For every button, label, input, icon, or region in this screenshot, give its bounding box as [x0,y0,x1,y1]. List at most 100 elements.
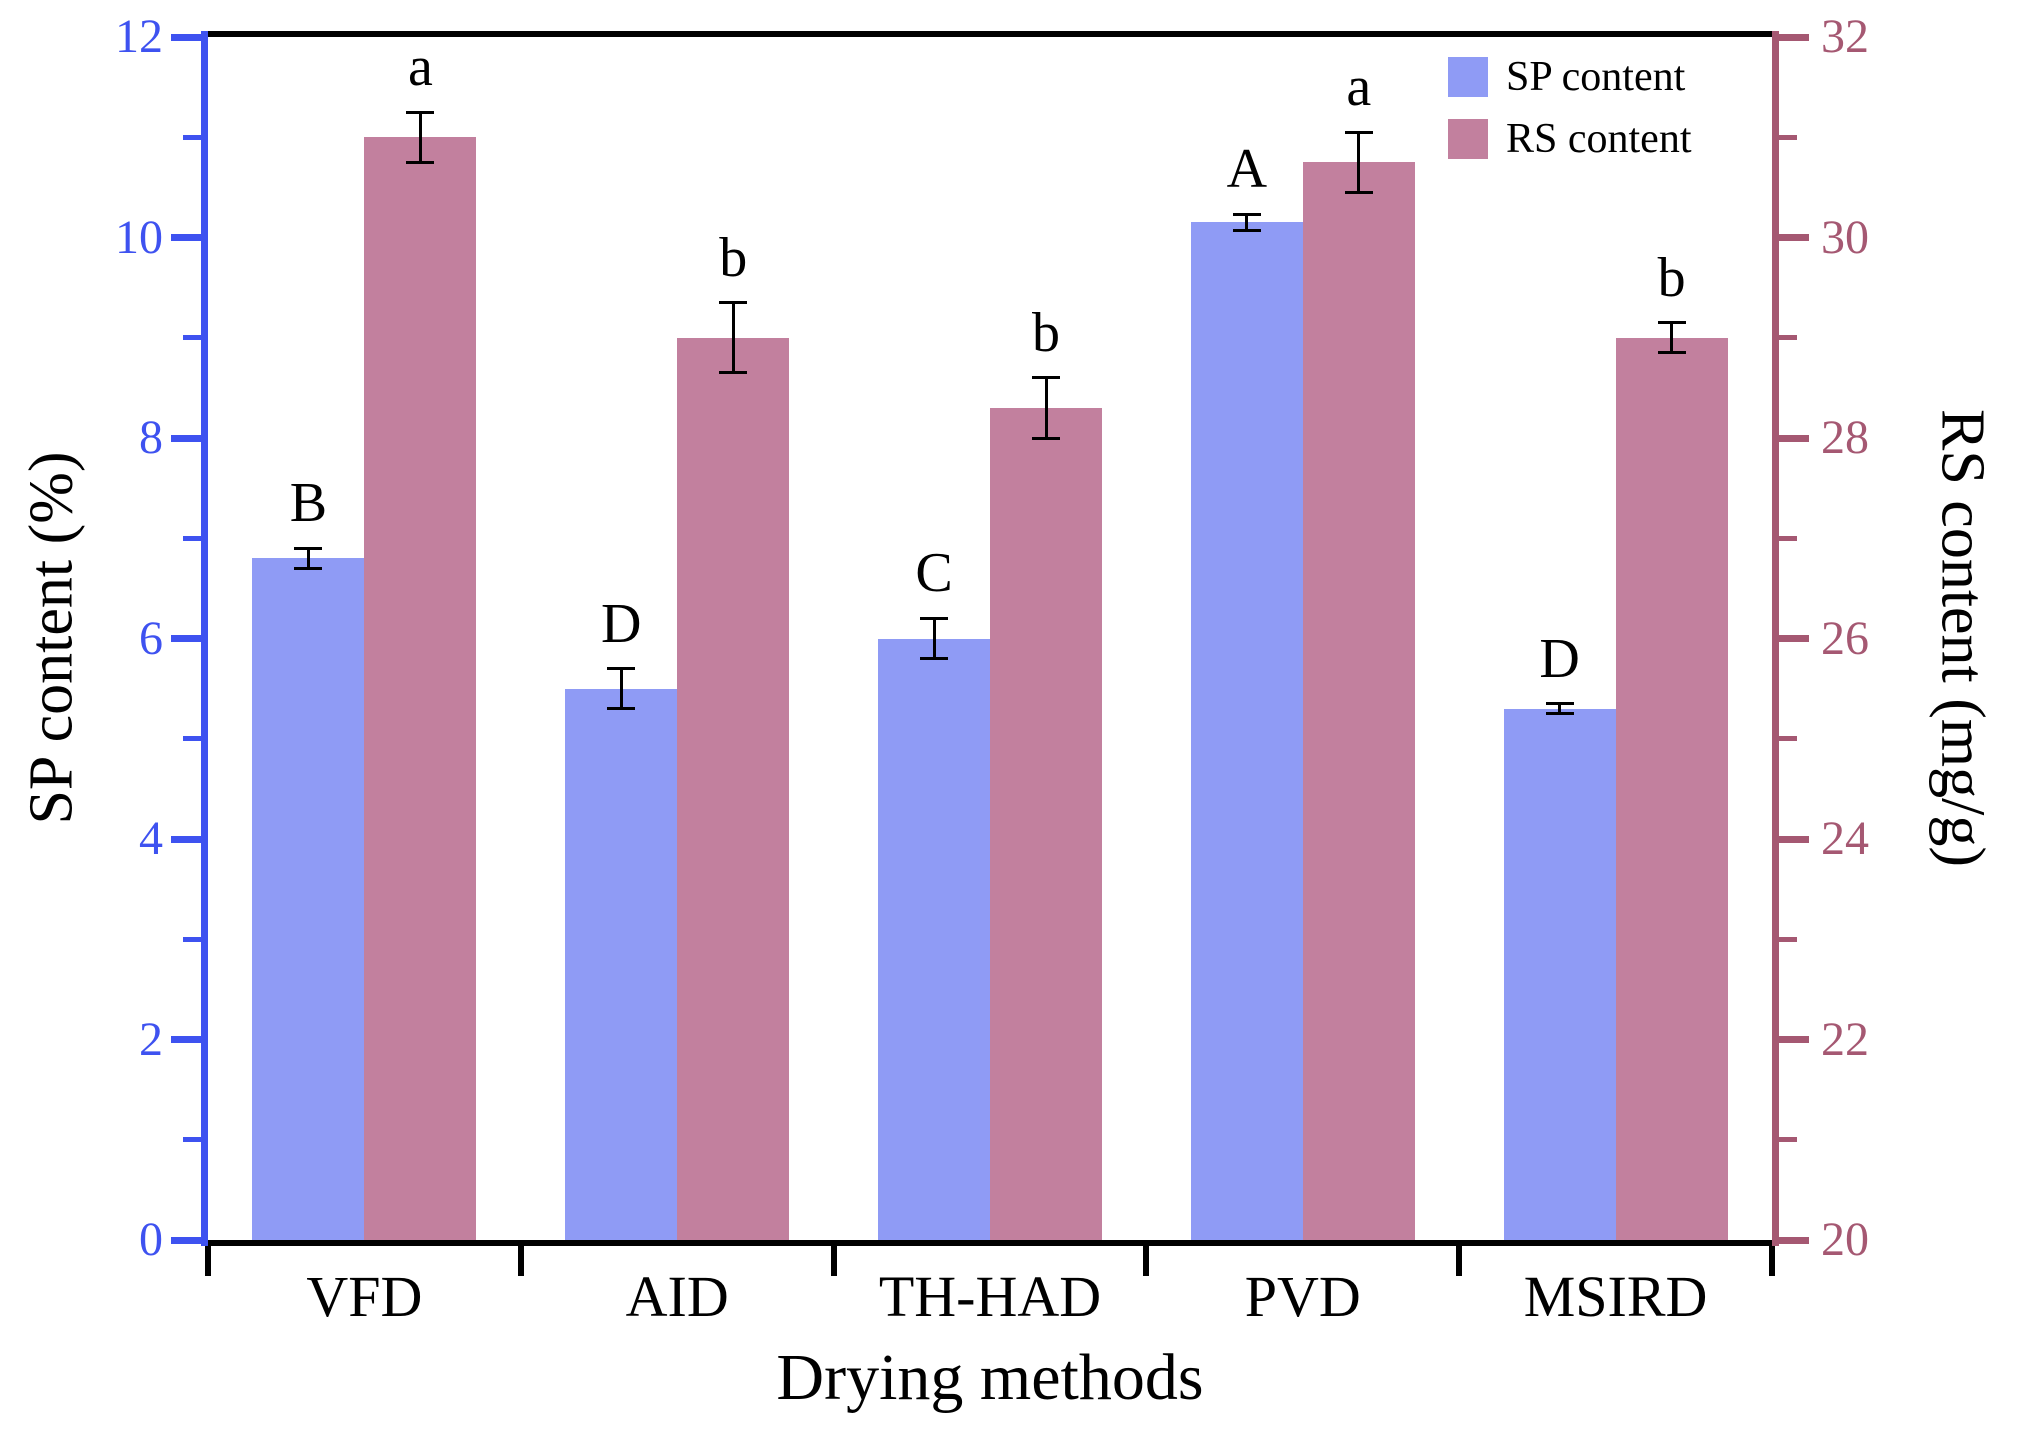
error-bar-sp-msird [1558,703,1562,714]
bar-sp-aid [565,688,678,1240]
x-category-label-aid: AID [625,1264,729,1329]
right-minor-tick [1779,736,1797,742]
error-bar-rs-th-had [1044,377,1048,438]
error-cap-top-sp-th-had [920,616,948,620]
error-cap-bottom-sp-th-had [920,657,948,661]
left-major-tick [171,234,201,241]
sig-letter-rs-msird: b [1657,246,1686,309]
bar-sp-th-had [878,638,990,1240]
error-bar-rs-vfd [418,112,422,163]
right-axis-line [1772,31,1779,1246]
left-tick-label: 8 [139,411,163,464]
error-bar-sp-vfd [306,548,310,569]
right-major-tick [1779,33,1809,41]
error-bar-rs-aid [731,302,735,373]
right-major-tick [1779,635,1809,642]
legend: SP content RS content [1448,56,1692,160]
right-tick-label: 30 [1821,210,1869,264]
error-cap-bottom-rs-vfd [406,160,435,164]
bottom-axis-line [201,1240,1779,1246]
error-cap-top-rs-vfd [406,110,435,114]
error-bar-sp-pvd [1245,214,1249,231]
error-cap-top-rs-aid [719,301,748,305]
left-tick-label: 2 [139,1012,163,1066]
right-tick-label: 28 [1821,411,1869,464]
sig-letter-sp-msird: D [1539,627,1580,690]
right-major-tick [1779,1236,1809,1244]
right-major-tick [1779,234,1809,241]
x-axis-tick [1143,1246,1150,1276]
legend-swatch-rs-content [1448,119,1488,159]
left-tick-label: 4 [139,812,163,865]
error-bar-sp-th-had [932,618,936,659]
left-minor-tick [183,736,201,742]
bar-sp-vfd [252,558,365,1240]
left-minor-tick [183,936,201,942]
left-major-tick [171,434,201,442]
right-minor-tick [1779,535,1797,541]
left-major-tick [171,635,201,642]
error-cap-bottom-sp-aid [607,707,636,711]
right-minor-tick [1779,335,1797,341]
x-axis-tick [517,1246,524,1276]
error-cap-bottom-rs-th-had [1032,436,1060,440]
error-cap-top-sp-pvd [1232,212,1261,216]
right-minor-tick [1779,936,1797,942]
left-major-tick [171,33,201,41]
left-major-tick [171,1236,201,1244]
x-axis-tick [205,1246,211,1276]
sig-letter-sp-vfd: B [289,472,328,535]
legend-item-sp: SP content [1448,56,1692,98]
x-category-label-vfd: VFD [306,1264,423,1329]
legend-item-rs: RS content [1448,118,1692,160]
bar-rs-pvd [1302,162,1415,1240]
top-axis-line [201,31,1779,37]
legend-label-rs-content: RS content [1506,116,1692,162]
left-tick-label: 6 [139,611,163,665]
right-tick-label: 26 [1821,611,1869,665]
sig-letter-rs-aid: b [719,226,748,289]
right-minor-tick [1779,1137,1797,1143]
right-major-tick [1779,434,1809,442]
sig-letter-sp-aid: D [600,592,642,655]
x-category-label-pvd: PVD [1244,1264,1361,1329]
error-cap-bottom-rs-msird [1657,351,1686,355]
right-tick-label: 20 [1821,1213,1869,1266]
sig-letter-rs-pvd: a [1346,56,1372,119]
x-axis-tick [830,1246,837,1276]
sig-letter-rs-th-had: b [1032,301,1060,364]
legend-label-sp-content: SP content [1506,54,1686,100]
legend-swatch-sp-content [1448,57,1488,97]
left-minor-tick [183,134,201,140]
error-cap-top-sp-aid [607,667,636,671]
sig-letter-sp-th-had: C [915,542,953,605]
right-major-tick [1779,835,1809,843]
left-major-tick [171,835,201,843]
left-minor-tick [183,535,201,541]
error-cap-top-rs-msird [1657,321,1686,325]
left-minor-tick [183,335,201,341]
x-axis-tick [1769,1246,1775,1276]
left-tick-label: 10 [115,210,163,264]
error-cap-top-rs-th-had [1032,376,1060,380]
left-tick-label: 0 [139,1213,163,1266]
error-cap-bottom-sp-vfd [294,566,323,570]
error-cap-top-sp-vfd [294,546,323,550]
error-cap-bottom-sp-pvd [1232,228,1261,232]
error-cap-bottom-rs-pvd [1344,190,1373,194]
right-tick-label: 24 [1821,812,1869,865]
bar-rs-vfd [364,137,477,1240]
bar-rs-th-had [990,407,1102,1240]
x-axis-tick [1456,1246,1463,1276]
error-bar-sp-aid [619,668,623,709]
bar-rs-aid [677,337,790,1240]
sig-letter-rs-vfd: a [407,36,433,99]
error-cap-bottom-rs-aid [719,371,748,375]
bar-rs-msird [1615,337,1728,1240]
x-category-label-msird: MSIRD [1523,1264,1708,1329]
error-bar-rs-msird [1670,322,1674,353]
error-cap-top-rs-pvd [1344,130,1373,134]
right-tick-label: 32 [1821,10,1869,63]
x-category-label-th-had: TH-HAD [878,1264,1102,1329]
